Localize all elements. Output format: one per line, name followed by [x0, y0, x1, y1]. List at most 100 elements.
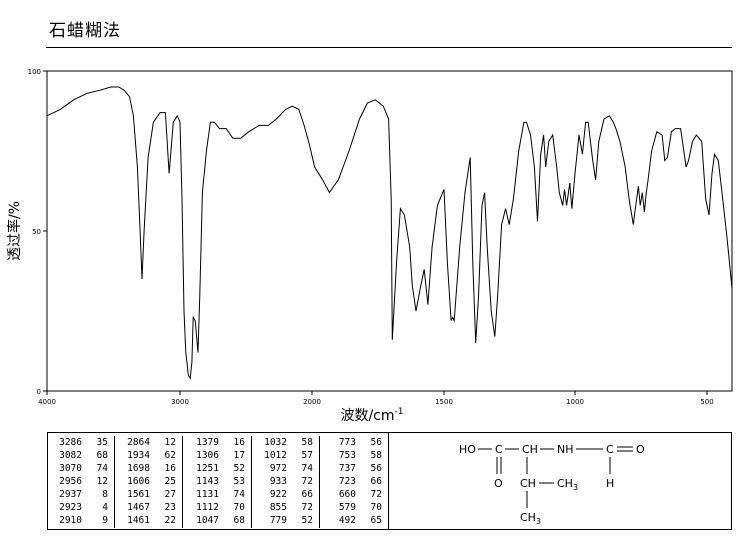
peak-transmittance: 62 [164, 450, 176, 461]
peak-wavenumber: 723 [338, 476, 356, 487]
ir-spectrum-chart: 4000 3000 2000 1500 1000 500 0 50 100 波数/cm-1 透… [6, 68, 733, 424]
peak-wavenumber: 1032 [264, 437, 287, 448]
peak-wavenumber: 2910 [59, 515, 82, 526]
peak-transmittance: 12 [96, 476, 108, 487]
y-tick-label: 0 [37, 388, 41, 396]
peak-row: 1251 52 [185, 462, 251, 475]
peak-row: 2956 12 [48, 475, 114, 488]
peak-row: 922 66 [253, 488, 319, 501]
struct-ch3-bottom: CH3 [520, 511, 541, 526]
peak-row: 1698 16 [116, 462, 182, 475]
peak-wavenumber: 3082 [59, 450, 82, 461]
subscript-3-bottom: 3 [536, 517, 541, 526]
struct-ch-mid: CH [520, 477, 536, 490]
peak-wavenumber: 2937 [59, 489, 82, 500]
peak-row: 933 72 [253, 475, 319, 488]
peak-transmittance: 9 [102, 515, 108, 526]
peak-wavenumber: 492 [338, 515, 356, 526]
peak-row: 1561 27 [116, 488, 182, 501]
peak-transmittance: 58 [370, 450, 382, 461]
peak-table: 3286 35 3082 68 3070 74 2956 12 2937 8 2923 4 2910 9 2… [47, 432, 389, 530]
peak-row: 579 70 [322, 501, 388, 514]
peak-transmittance: 27 [164, 489, 176, 500]
peak-wavenumber: 2923 [59, 502, 82, 513]
subscript-3: 3 [573, 483, 578, 492]
peak-row: 1379 16 [185, 436, 251, 449]
x-tick-label: 1500 [435, 398, 453, 406]
peak-row: 2910 9 [48, 514, 114, 527]
y-axis-label: 透过率/% [6, 201, 23, 261]
peak-transmittance: 12 [164, 437, 176, 448]
spectrum-line [46, 86, 733, 380]
peak-transmittance: 16 [164, 463, 176, 474]
title-rule [46, 47, 732, 48]
peak-row: 972 74 [253, 462, 319, 475]
peak-row: 1143 53 [185, 475, 251, 488]
y-tick-label: 50 [32, 228, 41, 236]
peak-wavenumber: 1131 [196, 489, 219, 500]
struct-ho: HO [459, 443, 476, 456]
peak-wavenumber: 1143 [196, 476, 219, 487]
x-tick-label: 1000 [566, 398, 584, 406]
peak-wavenumber: 1934 [127, 450, 150, 461]
peak-row: 1606 25 [116, 475, 182, 488]
peak-column: 3286 35 3082 68 3070 74 2956 12 2937 8 2923 4 2910 9 [48, 436, 115, 528]
peak-wavenumber: 1606 [127, 476, 150, 487]
peak-transmittance: 52 [301, 515, 313, 526]
peak-transmittance: 56 [370, 437, 382, 448]
peak-transmittance: 4 [102, 502, 108, 513]
peak-column: 1032 58 1012 57 972 74 933 72 922 66 855 72 779 52 [253, 436, 320, 528]
peak-transmittance: 58 [301, 437, 313, 448]
x-axis-ticks: 4000 3000 2000 1500 1000 500 [38, 391, 714, 406]
peak-wavenumber: 1461 [127, 515, 150, 526]
peak-row: 2937 8 [48, 488, 114, 501]
peak-wavenumber: 1467 [127, 502, 150, 513]
peak-column: 2864 12 1934 62 1698 16 1606 25 1561 27 1467 23 1461… [116, 436, 183, 528]
peak-row: 1047 68 [185, 514, 251, 527]
peak-transmittance: 70 [233, 502, 245, 513]
peak-row: 1934 62 [116, 449, 182, 462]
peak-wavenumber: 3286 [59, 437, 82, 448]
peak-transmittance: 23 [164, 502, 176, 513]
struct-ch3-right: CH3 [557, 477, 578, 492]
peak-row: 1032 58 [253, 436, 319, 449]
peak-wavenumber: 660 [338, 489, 356, 500]
peak-row: 1112 70 [185, 501, 251, 514]
peak-transmittance: 52 [233, 463, 245, 474]
y-axis-ticks: 0 50 100 [28, 68, 47, 396]
peak-row: 2923 4 [48, 501, 114, 514]
peak-row: 855 72 [253, 501, 319, 514]
peak-transmittance: 16 [233, 437, 245, 448]
peak-wavenumber: 972 [269, 463, 287, 474]
struct-o-below: O [494, 477, 503, 490]
peak-transmittance: 57 [301, 450, 313, 461]
x-tick-label: 500 [700, 398, 713, 406]
peak-transmittance: 72 [301, 502, 313, 513]
peak-transmittance: 25 [164, 476, 176, 487]
peak-row: 1306 17 [185, 449, 251, 462]
peak-wavenumber: 1112 [196, 502, 219, 513]
peak-row: 3082 68 [48, 449, 114, 462]
peak-wavenumber: 1698 [127, 463, 150, 474]
peak-wavenumber: 2956 [59, 476, 82, 487]
struct-h: H [606, 477, 614, 490]
peak-row: 1012 57 [253, 449, 319, 462]
plot-frame [46, 70, 733, 392]
peak-transmittance: 56 [370, 463, 382, 474]
peak-transmittance: 35 [96, 437, 108, 448]
peak-wavenumber: 2864 [127, 437, 150, 448]
struct-c2: C [606, 443, 614, 456]
peak-row: 660 72 [322, 488, 388, 501]
struct-c1: C [495, 443, 503, 456]
peak-row: 1461 22 [116, 514, 182, 527]
peak-transmittance: 66 [301, 489, 313, 500]
peak-transmittance: 17 [233, 450, 245, 461]
struct-nh: NH [557, 443, 574, 456]
peak-column: 773 56 753 58 737 56 723 66 660 72 579 70 492 65 [322, 436, 388, 528]
peak-row: 1131 74 [185, 488, 251, 501]
page-title: 石蜡糊法 [49, 21, 121, 41]
peak-transmittance: 8 [102, 489, 108, 500]
peak-transmittance: 68 [96, 450, 108, 461]
peak-wavenumber: 855 [269, 502, 287, 513]
peak-wavenumber: 579 [338, 502, 356, 513]
